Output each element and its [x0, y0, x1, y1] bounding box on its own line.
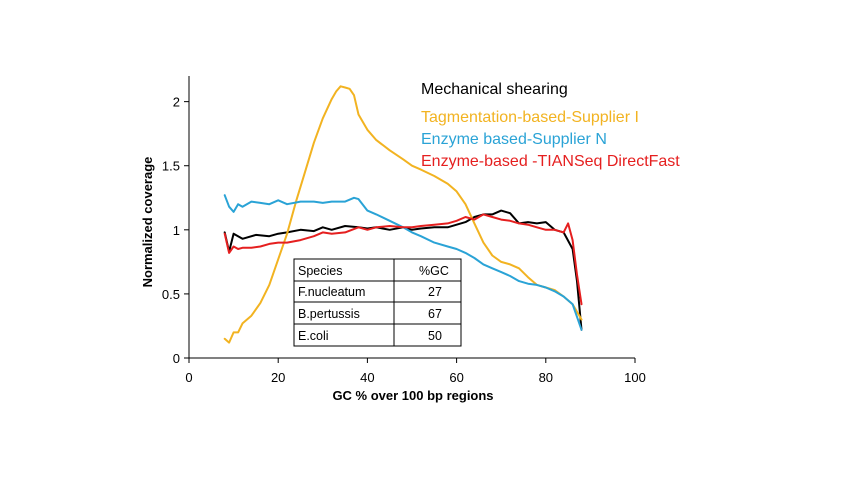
y-tick-label: 1 [173, 223, 180, 238]
y-tick-label: 0.5 [162, 287, 180, 302]
legend-entry: Enzyme based-Supplier N [421, 131, 607, 148]
series-line [223, 85, 583, 344]
y-tick-label: 1.5 [162, 159, 180, 174]
inset-table-cell-gc: 50 [428, 329, 442, 343]
x-axis-title: GC % over 100 bp regions [332, 388, 493, 403]
axes: 0 20 40 60 80 100 0 0.5 1 1.5 2 [162, 76, 646, 385]
x-ticks: 0 20 40 60 80 100 [185, 358, 646, 385]
inset-table-cell-gc: 27 [428, 285, 442, 299]
series-layer [223, 85, 583, 344]
series-line [223, 209, 583, 331]
x-tick-label: 100 [624, 370, 646, 385]
legend: Mechanical shearing Tagmentation-based-S… [421, 81, 680, 170]
y-tick-label: 2 [173, 95, 180, 110]
inset-table-cell-species: B.pertussis [298, 307, 360, 321]
x-tick-label: 0 [185, 370, 192, 385]
inset-table: Species %GC F.nucleatum 27 B.pertussis 6… [293, 258, 462, 347]
legend-entry: Mechanical shearing [421, 81, 568, 98]
x-tick-label: 60 [449, 370, 463, 385]
inset-table-cell-species: E.coli [298, 329, 329, 343]
inset-table-cell-gc: 67 [428, 307, 442, 321]
inset-table-cell-species: F.nucleatum [298, 285, 365, 299]
series-line [223, 213, 583, 306]
y-ticks: 0 0.5 1 1.5 2 [162, 95, 189, 366]
inset-table-header-species: Species [298, 264, 342, 278]
series-line [223, 194, 583, 331]
legend-entry: Enzyme-based -TIANSeq DirectFast [421, 153, 680, 170]
x-tick-label: 20 [271, 370, 285, 385]
inset-table-header-gc: %GC [419, 264, 449, 278]
x-tick-label: 80 [539, 370, 553, 385]
y-axis-title: Normalized coverage [140, 157, 155, 288]
legend-entry: Tagmentation-based-Supplier I [421, 109, 639, 126]
y-tick-label: 0 [173, 351, 180, 366]
x-tick-label: 40 [360, 370, 374, 385]
